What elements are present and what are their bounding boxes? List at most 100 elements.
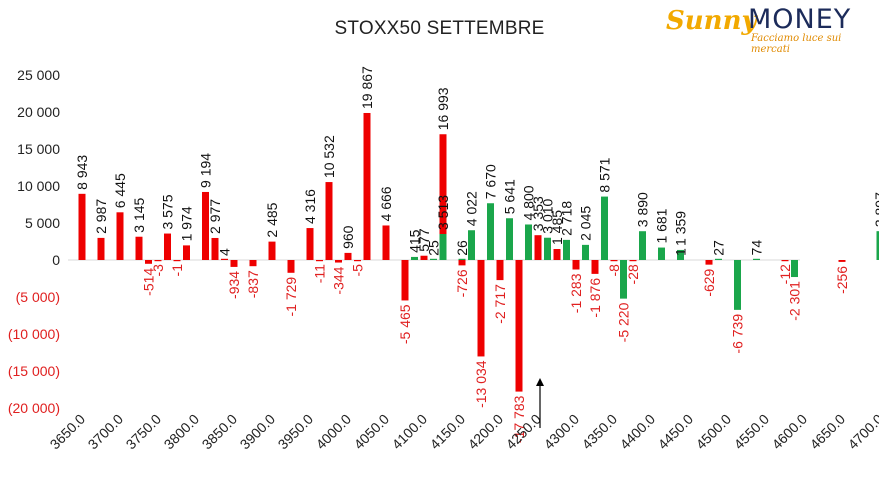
x-tick-label: 4400.0	[617, 411, 659, 453]
data-label: 16 993	[435, 87, 451, 130]
logo-brand-money: MONEY	[748, 4, 852, 35]
logo-brand-sunny: Sunny	[666, 6, 757, 36]
data-label: -28	[625, 264, 641, 284]
data-label: 4 316	[302, 189, 318, 224]
bar-3925	[287, 260, 295, 273]
bar-3812.5	[202, 191, 209, 260]
data-label: 2 045	[578, 206, 594, 241]
data-label: 9 194	[198, 153, 214, 188]
bar-4337.5	[601, 196, 608, 260]
bar-4112.5	[430, 258, 437, 260]
bar-4575	[781, 260, 789, 262]
x-tick-label: 3750.0	[123, 411, 165, 453]
data-label: -2 717	[492, 284, 508, 324]
y-tick-label: (20 000)	[8, 400, 60, 416]
data-label: 3 145	[131, 197, 147, 232]
bar-3725	[135, 236, 143, 260]
data-label: 8 943	[74, 155, 90, 190]
bar-4325	[591, 260, 599, 274]
data-label: 6 445	[112, 173, 128, 208]
data-label: -5 220	[616, 302, 632, 342]
data-label: 3 010	[540, 198, 556, 233]
data-label: 415	[407, 229, 423, 253]
bar-3825	[211, 237, 219, 260]
bar-4287.5	[563, 239, 570, 260]
bar-4150	[458, 260, 466, 266]
data-label: 7 670	[483, 164, 499, 199]
y-tick-label: (5 000)	[16, 289, 60, 305]
data-label: 8 571	[597, 157, 613, 192]
bars	[78, 112, 879, 392]
data-label: -256	[834, 266, 850, 294]
data-label: 3 353	[530, 196, 546, 231]
y-tick-label: 5 000	[25, 215, 60, 231]
bar-4125	[439, 234, 447, 260]
x-tick-label: 3850.0	[199, 411, 241, 453]
bar-4150	[458, 258, 466, 260]
bar-3900	[268, 241, 276, 260]
x-tick-label: 4700.0	[845, 411, 879, 453]
y-tick-label: 20 000	[17, 104, 60, 120]
x-tick-label: 4600.0	[769, 411, 811, 453]
data-label: 2 718	[559, 201, 575, 236]
bar-4125	[439, 134, 447, 260]
bar-4487.5	[715, 258, 722, 260]
chart-title: STOXX50 SETTEMBRE	[334, 18, 545, 39]
bar-4212.5	[506, 218, 513, 260]
logo-slogan: Facciamo luce sui mercati	[751, 33, 842, 55]
bar-3775	[173, 260, 181, 262]
bar-4050	[382, 225, 390, 260]
x-axis: 3650.03700.03750.03800.03850.03900.03950…	[47, 411, 879, 453]
bar-4587.5	[791, 260, 798, 278]
data-label: 3 897	[872, 192, 879, 227]
bar-4000	[344, 252, 352, 260]
bar-4437.5	[677, 249, 684, 260]
bar-4262.5	[544, 237, 551, 260]
data-label: 1 485	[549, 210, 565, 245]
y-tick-label: 25 000	[17, 67, 60, 83]
bar-4387.5	[639, 231, 646, 260]
y-tick-label: (15 000)	[8, 363, 60, 379]
data-label: -5 465	[397, 304, 413, 344]
data-label: 74	[749, 240, 765, 256]
data-label: 577	[416, 228, 432, 252]
data-label: 2 987	[93, 199, 109, 234]
bar-4012.5	[354, 260, 361, 262]
x-tick-label: 4000.0	[313, 411, 355, 453]
data-label: -5	[350, 264, 366, 277]
x-tick-label: 3650.0	[47, 411, 89, 453]
data-label: 3 890	[635, 192, 651, 227]
x-tick-label: 4100.0	[389, 411, 431, 453]
bar-4100	[420, 255, 428, 260]
data-label: 3 513	[435, 195, 451, 230]
x-tick-label: 3700.0	[85, 411, 127, 453]
bar-3975	[325, 182, 333, 260]
bar-4225	[515, 260, 523, 392]
data-label: 2 977	[207, 199, 223, 234]
y-tick-label: 0	[52, 252, 60, 268]
data-label: -837	[245, 270, 261, 298]
bar-4200	[496, 260, 504, 281]
data-label: 4	[217, 248, 233, 256]
bar-3850	[230, 260, 238, 267]
bar-3762.5	[164, 233, 171, 260]
bar-4350	[610, 260, 618, 262]
bar-3987.5	[335, 260, 342, 263]
bar-4025	[363, 112, 371, 261]
data-label: -1	[169, 264, 185, 277]
data-label: 25	[426, 240, 442, 256]
data-label: 2 485	[264, 202, 280, 237]
y-tick-label: 15 000	[17, 141, 60, 157]
x-tick-label: 4550.0	[731, 411, 773, 453]
bar-3787.5	[183, 245, 190, 260]
bar-3675	[97, 237, 105, 260]
x-tick-label: 4200.0	[465, 411, 507, 453]
data-label: -629	[701, 268, 717, 296]
data-label: 1	[673, 248, 689, 256]
bar-4362.5	[620, 260, 627, 299]
bar-4512.5	[734, 260, 741, 310]
data-label: -726	[454, 269, 470, 297]
data-label: -344	[331, 266, 347, 294]
bar-4312.5	[582, 244, 589, 260]
x-tick-label: 4650.0	[807, 411, 849, 453]
